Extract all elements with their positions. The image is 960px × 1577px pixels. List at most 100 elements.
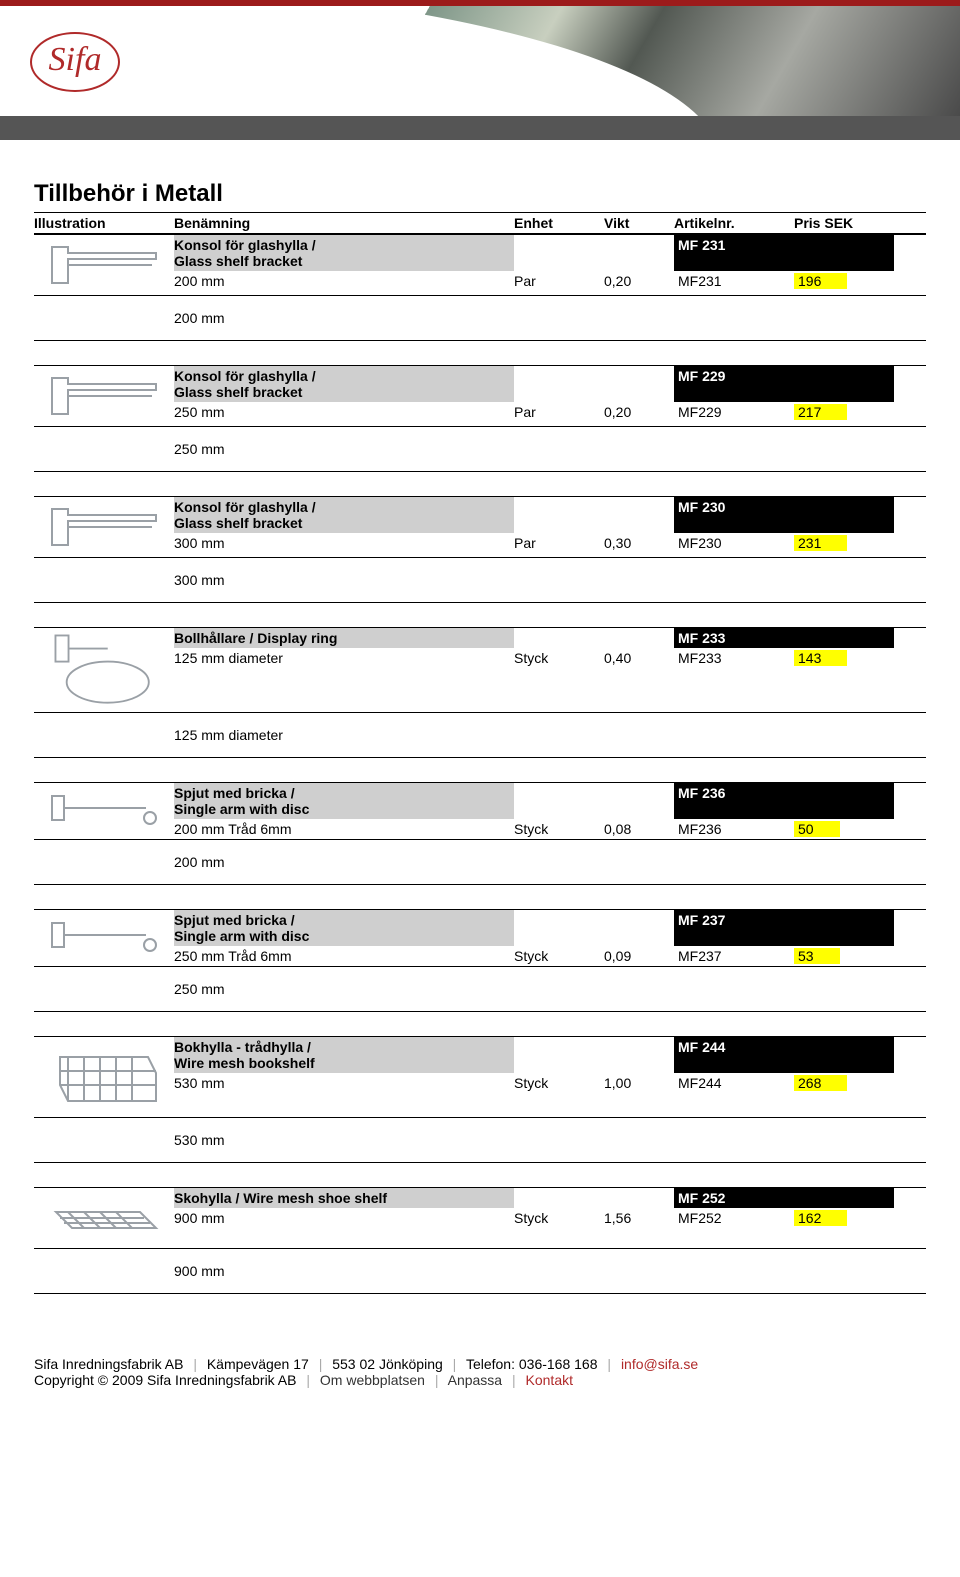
product-dim: 200 mm Tråd 6mm bbox=[174, 819, 514, 839]
product-unit: Styck bbox=[514, 648, 604, 668]
logo: Sifa bbox=[30, 32, 120, 92]
product-data-row: 530 mmStyck1,00MF244268 bbox=[174, 1073, 926, 1093]
product-weight: 0,20 bbox=[604, 271, 674, 291]
product-after-dim: 200 mm bbox=[174, 296, 514, 340]
product-name: Skohylla / Wire mesh shoe shelf bbox=[174, 1188, 514, 1208]
product-data-row: 125 mm diameterStyck0,40MF233143 bbox=[174, 648, 926, 668]
footer-line1: Sifa Inredningsfabrik AB | Kämpevägen 17… bbox=[34, 1356, 926, 1372]
article-header: MF 231 bbox=[674, 235, 794, 271]
product-data-row: 900 mmStyck1,56MF252162 bbox=[174, 1208, 926, 1228]
product-after-row: 250 mm bbox=[34, 966, 926, 1012]
illustration-bracket-icon bbox=[34, 235, 174, 295]
product-after-row: 300 mm bbox=[34, 557, 926, 603]
product-article: MF233 bbox=[674, 648, 794, 668]
product-row: Konsol för glashylla /Glass shelf bracke… bbox=[34, 365, 926, 426]
product-data-row: 250 mmPar0,20MF229217 bbox=[174, 402, 926, 422]
product-after-row: 250 mm bbox=[34, 426, 926, 472]
footer-about-link[interactable]: Om webbplatsen bbox=[320, 1372, 425, 1388]
col-article: Artikelnr. bbox=[674, 215, 794, 231]
product-after-dim: 250 mm bbox=[174, 427, 514, 471]
article-header: MF 233 bbox=[674, 628, 794, 648]
product-after-dim: 900 mm bbox=[174, 1249, 514, 1293]
illustration-arm-icon bbox=[34, 910, 174, 966]
product-row: Konsol för glashylla /Glass shelf bracke… bbox=[34, 234, 926, 295]
product-price: 196 bbox=[794, 271, 894, 291]
product-unit: Par bbox=[514, 533, 604, 553]
product-name: Konsol för glashylla /Glass shelf bracke… bbox=[174, 235, 514, 271]
product-row: Bollhållare / Display ringMF 233125 mm d… bbox=[34, 627, 926, 712]
product-weight: 0,09 bbox=[604, 946, 674, 966]
product-after-dim: 300 mm bbox=[174, 558, 514, 602]
illustration-basket-icon bbox=[34, 1037, 174, 1117]
col-name: Benämning bbox=[174, 215, 514, 231]
product-unit: Styck bbox=[514, 1208, 604, 1228]
col-price: Pris SEK bbox=[794, 215, 894, 231]
product-price: 50 bbox=[794, 819, 894, 839]
product-data-row: 250 mm Tråd 6mmStyck0,09MF23753 bbox=[174, 946, 926, 966]
product-price: 53 bbox=[794, 946, 894, 966]
product-name: Bollhållare / Display ring bbox=[174, 628, 514, 648]
product-after-dim: 125 mm diameter bbox=[174, 713, 514, 757]
col-unit: Enhet bbox=[514, 215, 604, 231]
product-after-row: 200 mm bbox=[34, 295, 926, 341]
article-header: MF 252 bbox=[674, 1188, 794, 1208]
product-dim: 200 mm bbox=[174, 271, 514, 291]
product-after-row: 900 mm bbox=[34, 1248, 926, 1294]
product-data-row: 200 mm Tråd 6mmStyck0,08MF23650 bbox=[174, 819, 926, 839]
illustration-arm-icon bbox=[34, 783, 174, 839]
product-weight: 0,20 bbox=[604, 402, 674, 422]
product-unit: Par bbox=[514, 271, 604, 291]
product-after-row: 200 mm bbox=[34, 839, 926, 885]
product-row: Spjut med bricka /Single arm with discMF… bbox=[34, 782, 926, 839]
footer-address: Kämpevägen 17 bbox=[207, 1356, 309, 1372]
product-article: MF237 bbox=[674, 946, 794, 966]
product-row: Bokhylla - trådhylla /Wire mesh bookshel… bbox=[34, 1036, 926, 1117]
footer-email-link[interactable]: info@sifa.se bbox=[621, 1356, 698, 1372]
product-unit: Styck bbox=[514, 1073, 604, 1093]
footer-customize-link[interactable]: Anpassa bbox=[448, 1372, 502, 1388]
product-after-row: 530 mm bbox=[34, 1117, 926, 1163]
article-header: MF 237 bbox=[674, 910, 794, 946]
product-article: MF244 bbox=[674, 1073, 794, 1093]
product-article: MF231 bbox=[674, 271, 794, 291]
product-row: Skohylla / Wire mesh shoe shelfMF 252900… bbox=[34, 1187, 926, 1248]
product-name: Spjut med bricka /Single arm with disc bbox=[174, 910, 514, 946]
product-data-row: 300 mmPar0,30MF230231 bbox=[174, 533, 926, 553]
product-after-dim: 200 mm bbox=[174, 840, 514, 884]
article-header: MF 236 bbox=[674, 783, 794, 819]
col-weight: Vikt bbox=[604, 215, 674, 231]
product-after-row: 125 mm diameter bbox=[34, 712, 926, 758]
footer: Sifa Inredningsfabrik AB | Kämpevägen 17… bbox=[0, 1330, 960, 1406]
product-name: Konsol för glashylla /Glass shelf bracke… bbox=[174, 366, 514, 402]
product-price: 217 bbox=[794, 402, 894, 422]
illustration-bracket-icon bbox=[34, 366, 174, 426]
footer-contact-link[interactable]: Kontakt bbox=[526, 1372, 573, 1388]
product-dim: 125 mm diameter bbox=[174, 648, 514, 668]
product-row: Spjut med bricka /Single arm with disc MF… bbox=[34, 909, 926, 966]
product-name: Bokhylla - trådhylla /Wire mesh bookshel… bbox=[174, 1037, 514, 1073]
product-unit: Styck bbox=[514, 819, 604, 839]
product-dim: 250 mm Tråd 6mm bbox=[174, 946, 514, 966]
col-illustration: Illustration bbox=[34, 215, 174, 231]
product-after-dim: 250 mm bbox=[174, 967, 514, 1011]
footer-phone: Telefon: 036-168 168 bbox=[466, 1356, 598, 1372]
product-weight: 1,56 bbox=[604, 1208, 674, 1228]
illustration-ring-icon bbox=[34, 628, 174, 712]
column-header-row: Illustration Benämning Enhet Vikt Artike… bbox=[34, 212, 926, 234]
product-dim: 250 mm bbox=[174, 402, 514, 422]
footer-copyright: Copyright © 2009 Sifa Inredningsfabrik A… bbox=[34, 1372, 296, 1388]
product-dim: 900 mm bbox=[174, 1208, 514, 1228]
header-banner: Sifa bbox=[0, 6, 960, 116]
product-article: MF252 bbox=[674, 1208, 794, 1228]
product-price: 231 bbox=[794, 533, 894, 553]
product-weight: 0,40 bbox=[604, 648, 674, 668]
product-article: MF236 bbox=[674, 819, 794, 839]
product-name: Konsol för glashylla /Glass shelf bracke… bbox=[174, 497, 514, 533]
product-after-dim: 530 mm bbox=[174, 1118, 514, 1162]
footer-zipcity: 553 02 Jönköping bbox=[332, 1356, 443, 1372]
nav-bar bbox=[0, 116, 960, 140]
product-weight: 1,00 bbox=[604, 1073, 674, 1093]
product-weight: 0,08 bbox=[604, 819, 674, 839]
footer-line2: Copyright © 2009 Sifa Inredningsfabrik A… bbox=[34, 1372, 926, 1388]
article-header: MF 229 bbox=[674, 366, 794, 402]
